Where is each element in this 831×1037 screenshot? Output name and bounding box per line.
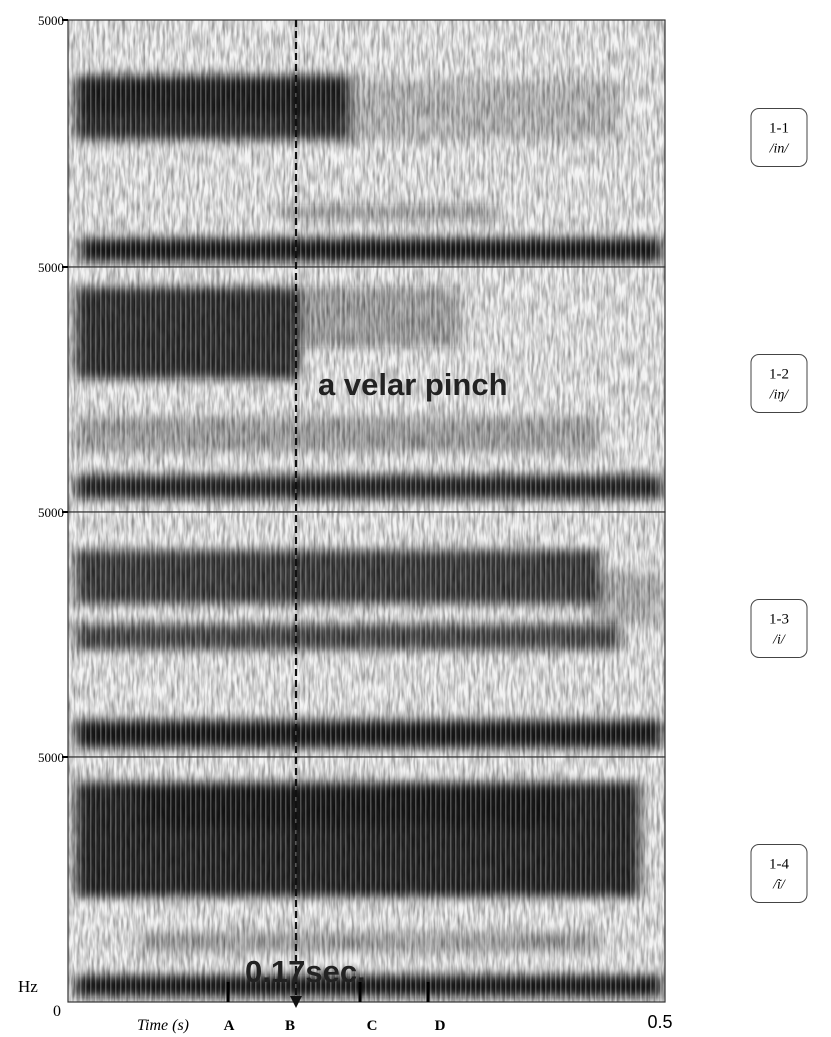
panel-label: 1-2 xyxy=(769,367,789,383)
label-box xyxy=(750,354,808,413)
panel-label: 1-4 xyxy=(769,857,789,873)
y-unit: Hz xyxy=(18,977,38,996)
panel-phone: /i/ xyxy=(772,633,786,648)
spectrogram-panel xyxy=(68,512,665,757)
arrowhead xyxy=(290,996,302,1008)
y-top-label: 5000 xyxy=(38,505,64,520)
panel-phone: /ĩ/ xyxy=(772,878,786,893)
striations xyxy=(68,267,665,512)
label-box xyxy=(750,108,808,167)
panel-phone: /iŋ/ xyxy=(769,388,790,403)
striations xyxy=(68,512,665,757)
spectrograms: 5000 1-1/in/5000 1-2/iŋ/5000 1-3/i/5000 1-4 /… xyxy=(38,13,808,1003)
y-top-label: 5000 xyxy=(38,750,64,765)
spectrogram-panel xyxy=(68,20,665,267)
annotation: a velar pinch xyxy=(318,367,508,402)
panel-border xyxy=(67,756,666,1003)
x-axis-title: Time (s) xyxy=(137,1017,189,1034)
spectrogram-panel xyxy=(68,267,665,512)
marker-label: A xyxy=(224,1018,235,1034)
x-end-label: 0.5 xyxy=(647,1012,672,1032)
y-bottom-label: 0 xyxy=(53,1003,61,1020)
panel-label: 1-1 xyxy=(769,121,789,137)
spectrogram-panel xyxy=(68,757,665,1002)
striations xyxy=(68,20,665,267)
panel-phone: /in/ xyxy=(769,142,790,157)
y-top-label: 5000 xyxy=(38,13,64,28)
annotation: 0.17sec. xyxy=(245,954,366,989)
y-top-label: 5000 xyxy=(38,260,64,275)
marker-label: B xyxy=(285,1018,295,1034)
label-box xyxy=(750,844,808,903)
marker-label: C xyxy=(367,1018,378,1034)
overlay: a velar pinch 0.17sec. Hz 0 Time (s) 0.5 A B C D xyxy=(18,20,673,1034)
marker-label: D xyxy=(435,1018,446,1034)
striations xyxy=(68,757,665,1002)
label-box xyxy=(750,599,808,658)
panel-label: 1-3 xyxy=(769,612,789,628)
